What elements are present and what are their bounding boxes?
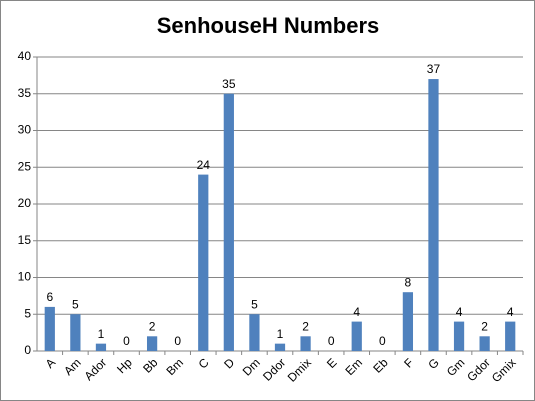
data-label: 6 [46,290,53,304]
data-label: 24 [197,158,211,172]
data-label: 1 [277,327,284,341]
y-tick-label: 5 [24,306,31,320]
data-label: 4 [507,305,514,319]
bar [351,321,362,351]
data-label: 2 [149,319,156,333]
data-label: 2 [302,319,309,333]
data-label: 5 [72,297,79,311]
bar [428,79,439,352]
bar [300,336,311,351]
y-tick-label: 10 [18,270,32,284]
data-label: 0 [174,334,181,348]
bar [223,93,234,351]
data-label: 0 [328,334,335,348]
data-label: 4 [353,305,360,319]
data-label: 2 [481,319,488,333]
data-label: 1 [98,327,105,341]
bar [453,321,465,351]
y-tick-label: 30 [18,123,32,137]
bar [70,314,81,351]
y-tick-label: 25 [18,159,32,173]
bar [44,306,55,351]
y-tick-label: 20 [18,196,32,210]
data-label: 4 [456,305,463,319]
bar [505,321,516,351]
bar [198,174,209,351]
y-tick-label: 15 [18,233,32,247]
data-label: 0 [123,334,130,348]
bar [146,336,158,351]
y-tick-label: 40 [18,49,32,63]
data-label: 8 [405,275,412,289]
chart-title: SenhouseH Numbers [157,13,380,38]
data-label: 0 [379,334,386,348]
y-tick-label: 0 [24,343,31,357]
bar [249,314,260,351]
y-tick-label: 35 [18,86,32,100]
bar [402,292,414,351]
data-label: 37 [427,62,441,76]
data-label: 35 [222,77,236,91]
bar [95,343,107,351]
bar [479,336,490,351]
data-label: 5 [251,297,258,311]
bar [274,343,286,351]
